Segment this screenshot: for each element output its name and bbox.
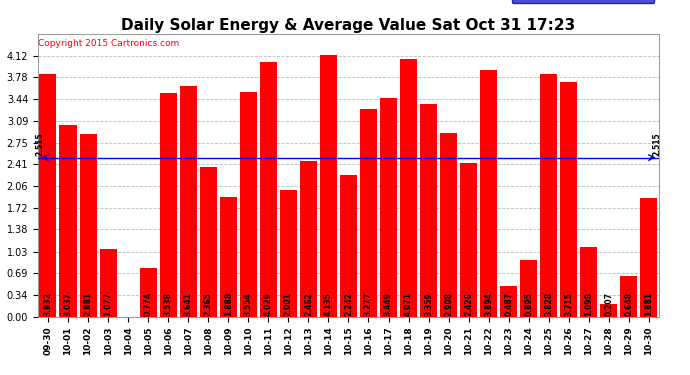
Text: 4.071: 4.071 [404, 292, 413, 316]
Title: Daily Solar Energy & Average Value Sat Oct 31 17:23: Daily Solar Energy & Average Value Sat O… [121, 18, 575, 33]
Text: 3.037: 3.037 [63, 292, 72, 316]
Text: 3.449: 3.449 [384, 292, 393, 316]
Text: 2.908: 2.908 [444, 292, 453, 316]
Text: 3.538: 3.538 [164, 292, 172, 316]
Text: 1.077: 1.077 [104, 291, 112, 316]
Bar [560, 82, 578, 317]
Text: 0.774: 0.774 [144, 291, 152, 316]
Bar [520, 260, 538, 317]
Bar [540, 74, 558, 317]
Bar [159, 93, 177, 317]
Bar [280, 190, 297, 317]
Text: 3.277: 3.277 [364, 291, 373, 316]
Bar [440, 133, 457, 317]
Text: 0.648: 0.648 [624, 292, 633, 316]
Bar [99, 249, 117, 317]
Text: 3.554: 3.554 [244, 292, 253, 316]
Bar [480, 70, 497, 317]
Text: 2.365: 2.365 [204, 292, 213, 316]
Bar [400, 59, 417, 317]
Bar [179, 86, 197, 317]
Text: 3.359: 3.359 [424, 292, 433, 316]
Text: 0.487: 0.487 [504, 291, 513, 316]
Text: 1.881: 1.881 [644, 291, 653, 316]
Text: 1.888: 1.888 [224, 291, 233, 316]
Text: 2.426: 2.426 [464, 292, 473, 316]
Text: 2.515: 2.515 [36, 132, 45, 156]
Bar [320, 55, 337, 317]
Legend: Average  ($), Daily   ($): Average ($), Daily ($) [511, 0, 654, 3]
Bar [39, 74, 57, 317]
Bar [380, 98, 397, 317]
Bar [600, 304, 618, 317]
Bar [300, 161, 317, 317]
Text: 4.029: 4.029 [264, 292, 273, 316]
Bar [420, 104, 437, 317]
Bar [139, 268, 157, 317]
Text: 1.098: 1.098 [584, 292, 593, 316]
Text: 3.828: 3.828 [544, 291, 553, 316]
Text: 2.001: 2.001 [284, 292, 293, 316]
Text: 4.135: 4.135 [324, 292, 333, 316]
Text: 2.242: 2.242 [344, 292, 353, 316]
Bar [239, 92, 257, 317]
Bar [460, 163, 477, 317]
Bar [59, 124, 77, 317]
Text: 0.895: 0.895 [524, 292, 533, 316]
Text: 2.881: 2.881 [83, 291, 92, 316]
Bar [260, 62, 277, 317]
Bar [79, 134, 97, 317]
Bar [199, 167, 217, 317]
Bar [620, 276, 638, 317]
Bar [500, 286, 518, 317]
Bar [219, 197, 237, 317]
Text: 0.207: 0.207 [604, 292, 613, 316]
Text: 3.832: 3.832 [43, 292, 52, 316]
Text: Copyright 2015 Cartronics.com: Copyright 2015 Cartronics.com [38, 39, 179, 48]
Bar [580, 248, 598, 317]
Text: 2.462: 2.462 [304, 292, 313, 316]
Text: 3.641: 3.641 [184, 292, 193, 316]
Text: 3.715: 3.715 [564, 292, 573, 316]
Bar [340, 175, 357, 317]
Text: 2.515: 2.515 [652, 132, 661, 156]
Bar [640, 198, 658, 317]
Bar [360, 110, 377, 317]
Text: 3.894: 3.894 [484, 292, 493, 316]
